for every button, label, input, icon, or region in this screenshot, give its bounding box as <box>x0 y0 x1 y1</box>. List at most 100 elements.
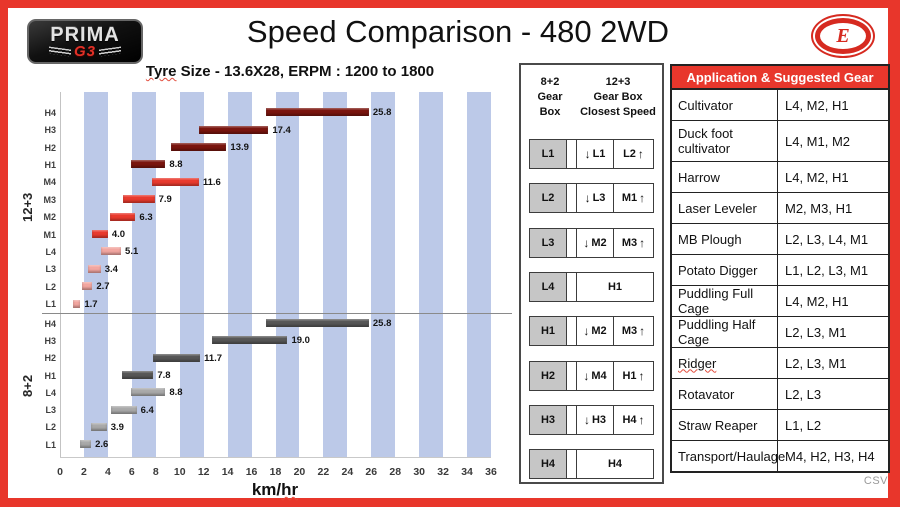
up-arrow-icon: ↑ <box>639 235 646 250</box>
bar-value-label: 3.4 <box>104 263 118 275</box>
gearmap-down-cell: ↓ H3 <box>577 405 614 434</box>
suggested-gears-cell: M4, H2, H3, H4 <box>785 448 875 464</box>
x-tick-label: 24 <box>341 466 354 478</box>
suggested-gears-cell: L1, L2 <box>785 417 822 433</box>
application-table-row: MB Plough L2, L3, L4, M1 <box>672 224 888 255</box>
x-tick-label: 16 <box>245 466 258 478</box>
gearmap-row: H4 H4 <box>529 449 654 480</box>
application-table-row: Puddling Half Cage L2, L3, M1 <box>672 317 888 348</box>
gearmap-down-gear: M2 <box>591 325 607 338</box>
application-table-row: Cultivator L4, M2, H1 <box>672 90 888 121</box>
gearmap-row: H1 ↓ M2 M3 ↑ <box>529 316 654 347</box>
application-table-row: Straw Reaper L1, L2 <box>672 410 888 441</box>
up-arrow-icon: ↑ <box>637 147 644 161</box>
gear-label: M2 <box>43 212 56 223</box>
gear-label: M4 <box>43 177 56 188</box>
gearmap-up-cell: M1 ↑ <box>614 184 653 212</box>
x-tick-label: 20 <box>293 466 306 478</box>
x-tick-label: 30 <box>413 466 425 478</box>
gearmap-row: L3 ↓ M2 M3 ↑ <box>529 227 654 258</box>
speed-range-bar <box>81 282 93 291</box>
application-name-cell: Laser Leveler <box>672 193 778 223</box>
bar-value-label: 8.8 <box>169 387 183 399</box>
grid-band <box>467 92 491 458</box>
application-name-cell: Potato Digger <box>672 255 778 285</box>
gearmap-gear-cell: H1 <box>530 317 567 346</box>
bar-value-label: 13.9 <box>230 142 249 153</box>
bar-value-label: 4.0 <box>111 229 126 240</box>
subtitle-word-tyre: Tyre <box>145 63 177 80</box>
application-name: Ridger <box>678 355 717 371</box>
page-title: Speed Comparison - 480 2WD <box>246 14 670 49</box>
x-tick-label: 12 <box>197 466 210 478</box>
gearmap-row: L1 ↓ L1 L2 ↑ <box>529 139 654 169</box>
speed-range-bar <box>152 177 199 186</box>
bar-value-label: 3.9 <box>110 421 124 433</box>
gear-mapping-panel: 8+2 Gear Box 12+3 Gear Box Closest Speed L1 ↓… <box>519 63 664 484</box>
down-arrow-icon: ↓ <box>583 324 590 339</box>
application-name: Cultivator <box>678 97 733 113</box>
speed-comparison-chart: 12+3 8+2 H4 25.8 H3 17.4 H2 13.9 H1 8.8 M4 11.6 M3… <box>20 85 518 507</box>
x-tick-label: 36 <box>485 466 497 478</box>
gear-label: L4 <box>45 246 56 257</box>
bar-value-label: 7.8 <box>157 370 171 382</box>
bar-value-label: 2.6 <box>95 439 109 451</box>
bar-value-label: 6.4 <box>140 404 154 416</box>
gearmap-row: L2 ↓ L3 M1 ↑ <box>529 183 654 214</box>
gearmap-down-gear: M2 <box>591 236 607 249</box>
gearmap-up-gear: M1 <box>621 192 638 205</box>
speed-range-bar <box>80 440 92 449</box>
gear-label: L3 <box>45 405 56 416</box>
x-label-hr: hr <box>281 480 299 499</box>
suggested-gears-cell: L2, L3 <box>785 386 822 402</box>
x-tick-label: 26 <box>365 466 378 478</box>
suggested-gears-cell: L4, M2, H1 <box>785 169 849 185</box>
x-tick-label: 6 <box>128 466 135 478</box>
application-table-row: Laser Leveler M2, M3, H1 <box>672 193 888 224</box>
application-name: Potato Digger <box>678 262 758 278</box>
x-axis-label: km/hr <box>170 480 380 500</box>
application-name: Transport/Haulage <box>678 448 786 464</box>
application-name: Duck foot cultivator <box>678 126 733 156</box>
escorts-logo: E <box>811 14 875 58</box>
bar-value-label: 2.7 <box>96 281 110 293</box>
gear-label: L4 <box>45 387 56 398</box>
application-name: MB Plough <box>678 231 742 247</box>
gear-label: H3 <box>44 125 56 136</box>
gearmap-down-gear: M4 <box>591 369 607 382</box>
gear-label: H4 <box>44 318 56 329</box>
gearmap-spacer-cell <box>567 450 577 479</box>
bar-value-label: 7.9 <box>158 194 172 206</box>
application-name-cell: Transport/Haulage <box>672 441 785 471</box>
gearmap-spacer-cell <box>567 140 577 168</box>
grid-band <box>227 92 252 458</box>
gear-label: H1 <box>44 370 56 381</box>
speed-range-bar <box>265 319 369 328</box>
suggested-gears-cell: L2, L3, L4, M1 <box>785 231 869 247</box>
up-arrow-icon: ↑ <box>638 412 645 427</box>
bar-value-label: 8.8 <box>169 159 183 171</box>
x-tick-label: 32 <box>437 466 449 478</box>
gear-label: H4 <box>44 107 56 118</box>
prima-logo-text: PRIMA <box>50 24 120 46</box>
gearmap-up-gear: M3 <box>621 325 638 338</box>
suggested-gears-cell: M2, M3, H1 <box>785 200 853 216</box>
gearmap-gear-cell: H2 <box>530 361 567 390</box>
gearmap-up-cell: H4 ↑ <box>614 406 653 434</box>
prima-g3-logo: PRIMA G3 <box>27 19 143 64</box>
application-name-cell: Rotavator <box>672 379 778 409</box>
down-arrow-icon: ↓ <box>583 235 590 250</box>
speed-range-bar <box>198 125 269 134</box>
speed-range-bar <box>171 143 227 151</box>
gearmap-spacer-cell <box>567 272 577 301</box>
logo-wing-left-icon <box>48 46 71 57</box>
gearmap-col1-header: 8+2 Gear Box <box>537 76 563 118</box>
gear-label: L3 <box>45 264 56 275</box>
grid-band <box>131 92 156 458</box>
gearmap-down-gear: L3 <box>592 192 606 205</box>
gearmap-spacer-cell <box>567 317 577 346</box>
gearmap-gear-cell: L3 <box>530 228 567 257</box>
speed-range-bar <box>73 299 81 308</box>
gear-label: M3 <box>43 194 56 205</box>
speed-range-bar <box>110 212 136 221</box>
